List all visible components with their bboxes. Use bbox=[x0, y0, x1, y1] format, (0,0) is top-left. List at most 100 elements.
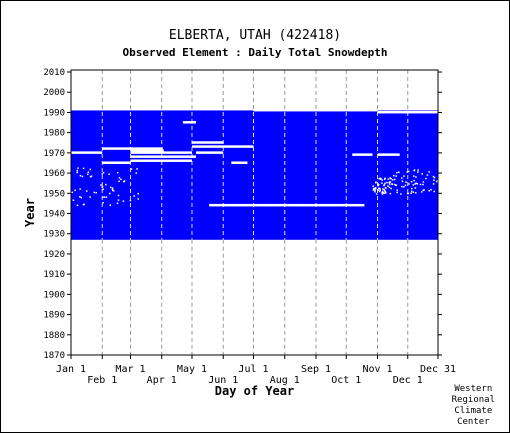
missing-data-speck bbox=[388, 186, 391, 189]
missing-data-speck bbox=[102, 201, 104, 204]
x-tick-label: Aug 1 bbox=[270, 375, 300, 386]
missing-data-speck bbox=[380, 178, 382, 180]
missing-data-speck bbox=[389, 177, 391, 179]
y-tick-label: 1980 bbox=[43, 129, 65, 139]
missing-data-speck bbox=[391, 179, 394, 181]
missing-data-speck bbox=[384, 190, 386, 193]
missing-data-speck bbox=[387, 185, 389, 187]
wrcc-credit: Western Regional Climate Center bbox=[452, 384, 495, 428]
missing-data-speck bbox=[401, 180, 404, 182]
missing-data-speck bbox=[381, 179, 384, 181]
y-tick-label: 2000 bbox=[43, 88, 65, 98]
missing-data-speck bbox=[122, 200, 125, 202]
missing-data-speck bbox=[422, 183, 424, 186]
missing-data-speck bbox=[395, 175, 397, 177]
missing-data-speck bbox=[102, 171, 105, 174]
missing-data-speck bbox=[406, 171, 408, 173]
missing-data-speck bbox=[77, 167, 79, 169]
missing-data-speck bbox=[105, 183, 107, 186]
missing-data-segment bbox=[352, 153, 373, 156]
missing-data-speck bbox=[394, 184, 397, 186]
missing-data-speck bbox=[89, 196, 91, 198]
missing-data-speck bbox=[408, 183, 410, 185]
missing-data-speck bbox=[419, 183, 422, 186]
missing-data-speck bbox=[136, 168, 138, 170]
missing-data-speck bbox=[375, 193, 378, 195]
missing-data-speck bbox=[423, 189, 425, 191]
missing-data-speck bbox=[396, 189, 398, 191]
missing-data-segment bbox=[102, 147, 131, 150]
missing-data-speck bbox=[396, 171, 398, 174]
missing-data-speck bbox=[414, 183, 416, 185]
missing-data-speck bbox=[135, 172, 137, 174]
missing-data-speck bbox=[412, 184, 415, 186]
missing-data-speck bbox=[421, 173, 423, 175]
missing-data-segment bbox=[253, 108, 317, 112]
missing-data-speck bbox=[112, 189, 114, 192]
missing-data-speck bbox=[387, 178, 390, 180]
missing-data-speck bbox=[381, 190, 384, 193]
missing-data-speck bbox=[85, 190, 88, 192]
missing-data-speck bbox=[383, 188, 385, 191]
missing-data-speck bbox=[95, 191, 97, 194]
missing-data-speck bbox=[430, 188, 432, 191]
x-tick-label: Dec 31 bbox=[420, 364, 456, 375]
missing-data-speck bbox=[389, 181, 392, 183]
missing-data-speck bbox=[410, 187, 413, 190]
observed-data-block bbox=[71, 110, 438, 240]
missing-data-speck bbox=[422, 181, 425, 183]
missing-data-speck bbox=[101, 186, 103, 188]
credit-line: Western bbox=[454, 384, 493, 394]
x-tick-label: May 1 bbox=[177, 364, 207, 375]
missing-data-speck bbox=[133, 195, 135, 197]
missing-data-speck bbox=[382, 188, 384, 190]
missing-data-speck bbox=[407, 192, 410, 195]
missing-data-segment bbox=[182, 121, 197, 124]
missing-data-segment bbox=[209, 203, 365, 207]
missing-data-speck bbox=[385, 187, 387, 189]
missing-data-speck bbox=[378, 190, 381, 193]
missing-data-segment bbox=[377, 153, 400, 156]
missing-data-speck bbox=[433, 190, 435, 193]
missing-data-speck bbox=[384, 192, 387, 194]
missing-data-speck bbox=[129, 199, 132, 202]
missing-data-speck bbox=[378, 183, 380, 186]
missing-data-speck bbox=[82, 167, 85, 170]
missing-data-speck bbox=[137, 192, 139, 195]
missing-data-segment bbox=[130, 151, 192, 154]
x-tick-label: Dec 1 bbox=[393, 375, 423, 386]
missing-data-speck bbox=[407, 170, 410, 173]
missing-data-speck bbox=[90, 175, 93, 177]
missing-data-speck bbox=[386, 181, 388, 184]
missing-data-speck bbox=[400, 193, 402, 195]
missing-data-speck bbox=[116, 172, 119, 174]
missing-data-speck bbox=[436, 180, 438, 183]
missing-data-speck bbox=[81, 175, 84, 178]
missing-data-speck bbox=[433, 179, 435, 182]
missing-data-speck bbox=[415, 176, 417, 178]
missing-data-speck bbox=[379, 189, 381, 192]
missing-data-speck bbox=[401, 185, 403, 188]
missing-data-speck bbox=[428, 171, 430, 173]
missing-data-speck bbox=[379, 187, 381, 190]
missing-data-speck bbox=[112, 189, 115, 192]
missing-data-speck bbox=[415, 182, 417, 185]
missing-data-speck bbox=[404, 184, 407, 187]
y-tick-label: 1900 bbox=[43, 290, 65, 300]
x-tick-label: Jul 1 bbox=[238, 364, 268, 375]
missing-data-segment bbox=[196, 151, 224, 154]
missing-data-speck bbox=[422, 189, 425, 192]
missing-data-speck bbox=[388, 183, 391, 185]
missing-data-speck bbox=[79, 196, 81, 198]
missing-data-speck bbox=[432, 175, 435, 178]
missing-data-speck bbox=[425, 177, 427, 180]
missing-data-speck bbox=[400, 177, 403, 179]
missing-data-speck bbox=[412, 191, 415, 193]
missing-data-speck bbox=[109, 204, 112, 207]
missing-data-speck bbox=[105, 196, 108, 198]
missing-data-speck bbox=[426, 174, 429, 176]
missing-data-speck bbox=[109, 192, 111, 195]
missing-data-speck bbox=[384, 182, 386, 185]
missing-data-speck bbox=[393, 174, 395, 177]
